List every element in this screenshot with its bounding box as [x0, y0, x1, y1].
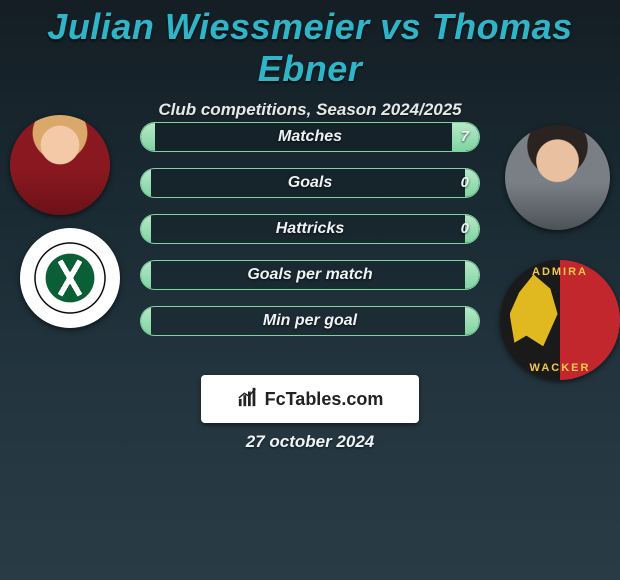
bar-right-value: 0: [461, 169, 469, 197]
bar-row: Goals per match: [140, 260, 480, 290]
bar-row: Goals 0: [140, 168, 480, 198]
bar-label: Goals: [141, 169, 479, 197]
chart-icon: [237, 386, 259, 413]
date-text: 27 october 2024: [0, 432, 620, 452]
player-right-avatar: [505, 125, 610, 230]
logo-text: FcTables.com: [265, 389, 384, 410]
player-left-avatar: [10, 115, 110, 215]
bar-row: Min per goal: [140, 306, 480, 336]
page-title: Julian Wiessmeier vs Thomas Ebner: [0, 0, 620, 90]
bar-label: Matches: [141, 123, 479, 151]
badge-text-bottom: WACKER: [500, 362, 620, 374]
bar-right-value: 7: [461, 123, 469, 151]
bar-row: Hattricks 0: [140, 214, 480, 244]
bar-label: Goals per match: [141, 261, 479, 289]
bar-right-value: 0: [461, 215, 469, 243]
fctables-logo: FcTables.com: [201, 375, 419, 423]
bar-row: Matches 7: [140, 122, 480, 152]
badge-text-top: ADMIRA: [500, 266, 620, 278]
comparison-bars: Matches 7 Goals 0 Hattricks 0 Goals per …: [140, 122, 480, 352]
subtitle: Club competitions, Season 2024/2025: [0, 100, 620, 120]
bar-label: Hattricks: [141, 215, 479, 243]
club-left-badge: [20, 228, 120, 328]
club-right-badge: ADMIRA WACKER: [500, 260, 620, 380]
bar-label: Min per goal: [141, 307, 479, 335]
